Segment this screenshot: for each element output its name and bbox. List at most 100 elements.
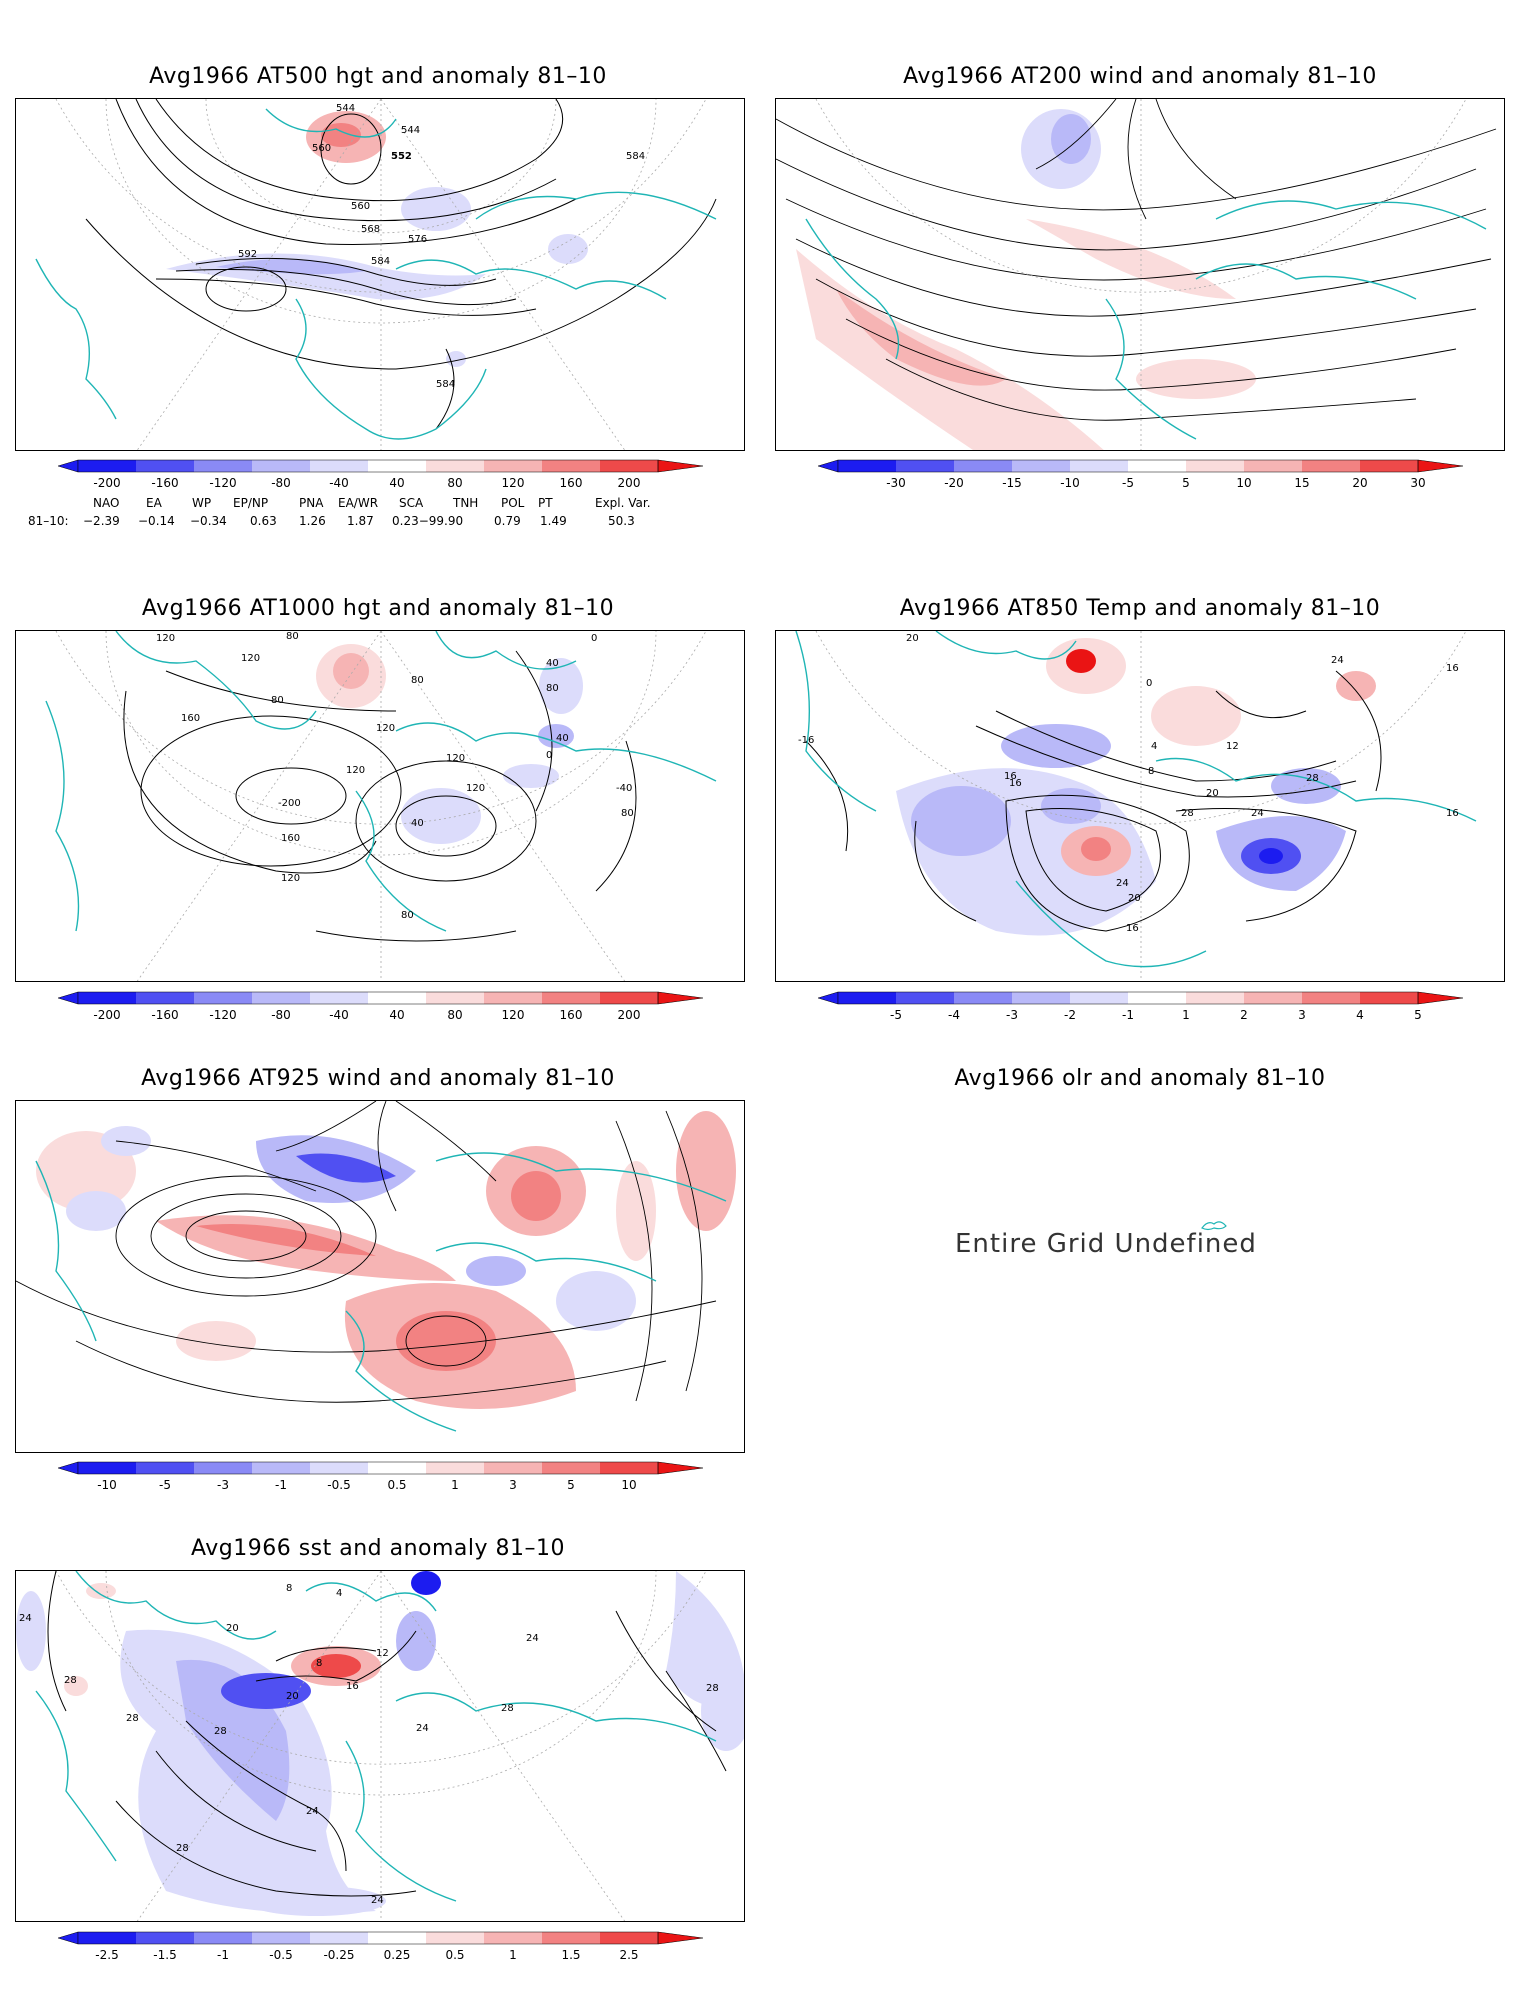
contour-label: 20 bbox=[1128, 893, 1141, 904]
contour-label: 120 bbox=[466, 783, 485, 794]
index-header: TNH bbox=[453, 496, 479, 510]
contour-label: 40 bbox=[546, 658, 559, 669]
coastlines bbox=[45, 631, 717, 932]
map-panel-200wind bbox=[775, 98, 1505, 451]
anomaly-shading bbox=[16, 1571, 744, 1916]
contour-label: 28 bbox=[501, 1703, 514, 1714]
colorbar-tick: -160 bbox=[151, 1008, 179, 1022]
index-value: −2.39 bbox=[83, 514, 120, 528]
colorbar-tick: -0.5 bbox=[327, 1478, 351, 1492]
contour-label: 0 bbox=[546, 750, 552, 761]
colorbar-tick: -0.25 bbox=[323, 1948, 355, 1962]
contour-label: 40 bbox=[411, 818, 424, 829]
colorbar-tick: 10 bbox=[1236, 476, 1252, 490]
latlon-grid bbox=[55, 631, 707, 981]
index-header: EP/NP bbox=[233, 496, 269, 510]
colorbar-tick: -80 bbox=[271, 1008, 291, 1022]
index-value: 1.49 bbox=[540, 514, 567, 528]
contour-label: 28 bbox=[214, 1726, 227, 1737]
contour-label: 120 bbox=[346, 765, 365, 776]
coastlines bbox=[35, 1152, 727, 1432]
contour-label: 8 bbox=[286, 1583, 292, 1594]
map-850temp-svg: 20 -16 16 24 16 0 4 8 12 28 20 24 28 16 … bbox=[795, 631, 1477, 981]
colorbar-tick: -200 bbox=[93, 476, 121, 490]
colorbar-tick: -200 bbox=[93, 1008, 121, 1022]
contour-label: 584 bbox=[436, 379, 455, 390]
colorbar-tick: 40 bbox=[389, 476, 405, 490]
anomaly-shading bbox=[796, 109, 1256, 450]
contour-label: 24 bbox=[1116, 878, 1129, 889]
colorbar-tick: -1.5 bbox=[153, 1948, 177, 1962]
colorbar-tick: -30 bbox=[886, 476, 906, 490]
contour-label: 28 bbox=[1181, 808, 1194, 819]
index-header: WP bbox=[192, 496, 212, 510]
index-header: PT bbox=[538, 496, 553, 510]
anomaly-shading bbox=[896, 638, 1376, 936]
panel-title-olr: Avg1966 olr and anomaly 81–10 bbox=[954, 1066, 1326, 1091]
sst-contours bbox=[47, 1571, 727, 1897]
contour-label: 80 bbox=[546, 683, 559, 694]
contour-label: 16 bbox=[346, 1681, 359, 1692]
index-header: Expl. Var. bbox=[595, 496, 651, 510]
panel-title-sst: Avg1966 sst and anomaly 81–10 bbox=[190, 1536, 566, 1561]
temp-contours bbox=[805, 670, 1382, 932]
colorbar-tick: 3 bbox=[1298, 1008, 1306, 1022]
colorbar-tick: -5 bbox=[159, 1478, 171, 1492]
colorbar-tick: -5 bbox=[1122, 476, 1134, 490]
map-sst-svg: 24 28 28 28 8 4 20 8 12 16 20 24 24 28 2… bbox=[16, 1571, 744, 1921]
colorbar-tick: 1 bbox=[1182, 1008, 1190, 1022]
colorbar-tick: -4 bbox=[948, 1008, 960, 1022]
colorbar-tick: 80 bbox=[447, 476, 463, 490]
contour-label: 592 bbox=[238, 249, 257, 260]
contour-label: 120 bbox=[376, 723, 395, 734]
colorbar-tick: -120 bbox=[209, 1008, 237, 1022]
contour-label: 80 bbox=[271, 695, 284, 706]
contour-label: 120 bbox=[281, 873, 300, 884]
contour-labels: 120 80 120 80 160 120 -200 160 120 80 12… bbox=[156, 631, 634, 921]
contour-label: 568 bbox=[361, 224, 380, 235]
contour-label: 12 bbox=[1226, 741, 1239, 752]
contour-label: 20 bbox=[226, 1623, 239, 1634]
contour-label: 80 bbox=[401, 910, 414, 921]
contour-labels: 20 -16 16 24 16 0 4 8 12 28 20 24 28 16 … bbox=[798, 633, 1459, 934]
colorbar-tick: 1 bbox=[509, 1948, 517, 1962]
contour-label: 16 bbox=[1126, 923, 1139, 934]
colorbar-tick: 10 bbox=[621, 1478, 637, 1492]
streamlines bbox=[16, 1101, 717, 1403]
colorbar-tick: -1 bbox=[275, 1478, 287, 1492]
colorbar-tick: 2.5 bbox=[619, 1948, 639, 1962]
colorbar-tick: 2 bbox=[1240, 1008, 1248, 1022]
contour-label: 560 bbox=[312, 143, 331, 154]
contour-label: 16 bbox=[1446, 663, 1459, 674]
index-header: POL bbox=[501, 496, 525, 510]
contour-label: 560 bbox=[351, 201, 370, 212]
index-value: 1.87 bbox=[347, 514, 374, 528]
index-value: 0.79 bbox=[494, 514, 521, 528]
map-fragment-icon bbox=[1201, 1221, 1227, 1231]
colorbar-tick: 200 bbox=[617, 1008, 641, 1022]
colorbar-tick: 5 bbox=[567, 1478, 575, 1492]
contour-label: 16 bbox=[1004, 771, 1017, 782]
undefined-grid-message: Entire Grid Undefined bbox=[955, 1229, 1257, 1259]
contour-label: 544 bbox=[401, 125, 420, 136]
contour-label: 20 bbox=[286, 1691, 299, 1702]
colorbar-tick: 4 bbox=[1356, 1008, 1364, 1022]
index-header: EA bbox=[146, 496, 162, 510]
colorbar-tick: 40 bbox=[389, 1008, 405, 1022]
colorbar-tick: 20 bbox=[1352, 476, 1368, 490]
contour-label: 24 bbox=[19, 1613, 32, 1624]
colorbar-tick: 5 bbox=[1414, 1008, 1422, 1022]
contour-label: 28 bbox=[706, 1683, 719, 1694]
index-value: 0.23−99.90 bbox=[392, 514, 464, 528]
colorbar-tick: 30 bbox=[1410, 476, 1426, 490]
colorbar-tick: 120 bbox=[501, 476, 525, 490]
colorbar-tick: -15 bbox=[1002, 476, 1022, 490]
coastlines bbox=[805, 200, 1487, 440]
colorbar-svg bbox=[57, 459, 704, 473]
index-value: 50.3 bbox=[608, 514, 635, 528]
colorbar-tick: 80 bbox=[447, 1008, 463, 1022]
height-contours bbox=[123, 650, 637, 942]
colorbar-svg bbox=[817, 991, 1464, 1005]
colorbar-svg bbox=[57, 1461, 704, 1475]
contour-label: 0 bbox=[591, 633, 597, 644]
